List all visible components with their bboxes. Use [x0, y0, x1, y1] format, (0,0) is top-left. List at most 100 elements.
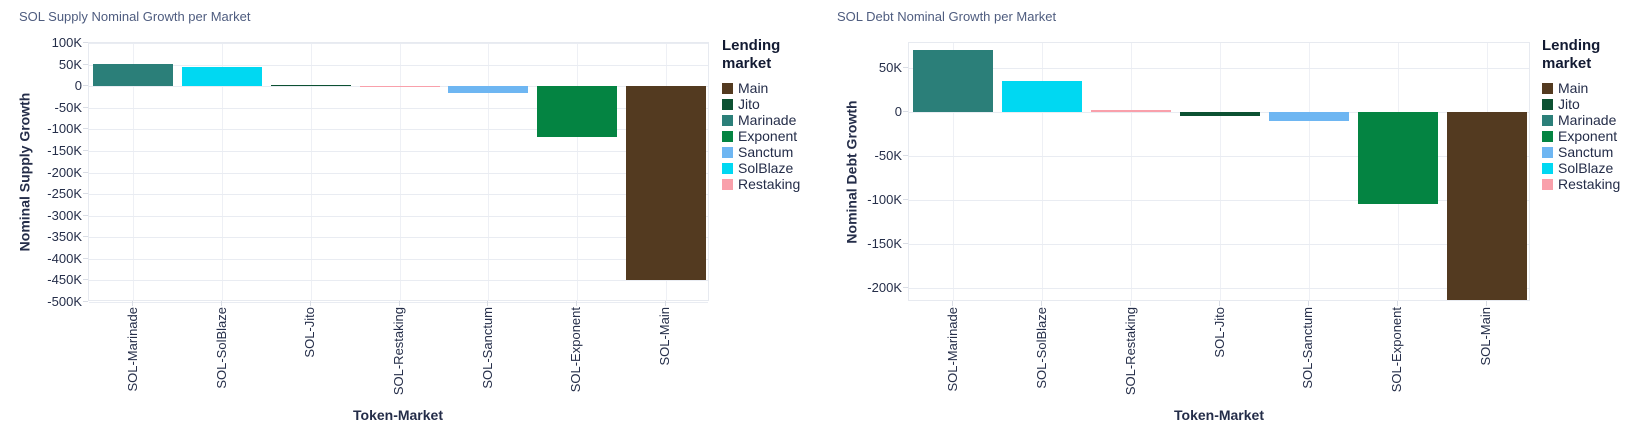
y-tick-label: 50K — [878, 59, 902, 75]
gridline-vertical — [222, 43, 224, 300]
gridline-vertical — [1131, 43, 1133, 300]
legend-item-Exponent[interactable]: Exponent — [1542, 128, 1635, 144]
x-tick-label: SOL-SolBlaze — [1033, 307, 1049, 389]
x-tick-mark — [1307, 301, 1309, 306]
x-tick-mark — [1041, 301, 1043, 306]
x-tick-label-text: SOL-Sanctum — [1300, 307, 1316, 389]
x-tick-label-text: SOL-Marinade — [124, 307, 140, 392]
legend-item-label: Exponent — [738, 128, 798, 144]
y-tick-mark — [83, 214, 88, 216]
legend-item-Main[interactable]: Main — [722, 80, 832, 96]
y-tick-mark — [903, 198, 908, 200]
y-tick-label: -50K — [874, 147, 902, 163]
bar-SOL-Main[interactable] — [1446, 111, 1527, 301]
legend-item-Restaking[interactable]: Restaking — [722, 176, 832, 192]
gridline-horizontal — [89, 64, 708, 66]
x-tick-label: SOL-Exponent — [568, 307, 584, 392]
bar-SOL-Sanctum[interactable] — [1268, 111, 1349, 121]
legend-swatch-icon — [1542, 130, 1553, 142]
bar-SOL-SolBlaze[interactable] — [1002, 80, 1083, 112]
legend-item-label: Sanctum — [1558, 144, 1614, 160]
x-tick-label: SOL-Marinade — [124, 307, 140, 392]
y-tick-mark — [83, 42, 88, 43]
y-tick-mark — [83, 279, 88, 281]
y-tick-mark — [903, 286, 908, 288]
legend-item-label: Main — [1558, 80, 1589, 96]
bar-SOL-SolBlaze[interactable] — [182, 67, 263, 87]
legend-item-Marinade[interactable]: Marinade — [1542, 112, 1635, 128]
bar-SOL-Marinade[interactable] — [93, 63, 174, 87]
y-tick-label: 0 — [894, 103, 902, 119]
y-tick-mark — [903, 110, 908, 112]
bar-SOL-Jito[interactable] — [270, 84, 351, 87]
gridline-vertical — [310, 43, 312, 300]
gridline-vertical — [1042, 43, 1044, 300]
legend-item-Sanctum[interactable]: Sanctum — [1542, 144, 1635, 160]
legend-item-SolBlaze[interactable]: SolBlaze — [722, 160, 832, 176]
bar-SOL-Restaking[interactable] — [1091, 109, 1172, 112]
bar-SOL-Exponent[interactable] — [1357, 111, 1438, 205]
legend-item-Sanctum[interactable]: Sanctum — [722, 144, 832, 160]
legend-item-Restaking[interactable]: Restaking — [1542, 176, 1635, 192]
y-tick-mark — [83, 106, 88, 108]
y-tick-mark — [83, 236, 88, 238]
x-tick-label-text: SOL-Sanctum — [479, 307, 495, 389]
y-tick-label: -100K — [47, 121, 82, 137]
legend-item-label: Marinade — [738, 112, 797, 128]
bar-SOL-Jito[interactable] — [1180, 111, 1260, 117]
x-tick-label-text: SOL-Exponent — [1389, 307, 1405, 393]
bar-SOL-Sanctum[interactable] — [448, 86, 529, 93]
legend-item-Main[interactable]: Main — [1542, 80, 1635, 96]
legend-item-Exponent[interactable]: Exponent — [722, 128, 832, 144]
x-tick-mark — [221, 301, 223, 306]
legend: Lending market Main Jito Marinade Exponent S… — [1542, 37, 1635, 192]
legend-swatch-icon — [722, 82, 733, 94]
x-tick-label-text: SOL-SolBlaze — [1033, 307, 1049, 389]
y-tick-mark — [83, 128, 88, 130]
gridline-horizontal — [89, 237, 708, 239]
x-tick-label: SOL-Exponent — [1389, 307, 1405, 392]
x-tick-label: SOL-Marinade — [944, 307, 960, 392]
legend-item-Jito[interactable]: Jito — [722, 96, 832, 112]
x-tick-mark — [952, 301, 954, 306]
y-tick-mark — [903, 66, 908, 68]
y-axis-title: Nominal Debt Growth — [843, 99, 859, 244]
legend-swatch-icon — [722, 146, 733, 158]
x-axis-title: Token-Market — [353, 407, 443, 423]
x-tick-mark — [1485, 301, 1487, 306]
legend-title-line2: market — [1542, 55, 1592, 72]
y-tick-label: 50K — [58, 56, 82, 72]
y-tick-mark — [83, 63, 88, 65]
gridline-horizontal — [89, 172, 708, 174]
x-tick-mark — [664, 301, 666, 306]
legend-title-line1: Lending — [1542, 37, 1601, 54]
bar-SOL-Exponent[interactable] — [536, 86, 617, 138]
bar-SOL-Marinade[interactable] — [913, 50, 994, 112]
x-tick-label-text: SOL-Restaking — [391, 307, 406, 396]
gridline-horizontal — [89, 129, 708, 131]
y-tick-label: -50K — [54, 99, 82, 115]
legend-item-SolBlaze[interactable]: SolBlaze — [1542, 160, 1635, 176]
y-tick-mark — [903, 242, 908, 244]
gridline-vertical — [1220, 43, 1221, 300]
legend-swatch-icon — [722, 178, 733, 190]
x-tick-label-text: SOL-Jito — [1211, 307, 1227, 358]
legend-item-Jito[interactable]: Jito — [1542, 96, 1635, 112]
bar-SOL-Main[interactable] — [625, 86, 706, 281]
x-tick-label: SOL-Main — [657, 307, 673, 366]
y-tick-label: -450K — [47, 272, 82, 288]
x-tick-label-text: SOL-SolBlaze — [213, 307, 229, 389]
x-tick-label: SOL-Restaking — [1122, 307, 1138, 395]
x-tick-mark — [309, 301, 311, 306]
legend-item-Marinade[interactable]: Marinade — [722, 112, 832, 128]
x-tick-mark — [132, 301, 134, 306]
x-tick-label-text: SOL-Restaking — [1122, 307, 1138, 396]
legend-items: Main Jito Marinade Exponent Sanctum SolBlaze R… — [722, 80, 832, 192]
gridline-horizontal — [89, 43, 708, 44]
gridline-horizontal — [89, 215, 708, 217]
legend-item-label: Jito — [738, 96, 760, 112]
legend-swatch-icon — [1542, 178, 1553, 190]
legend-swatch-icon — [722, 114, 733, 126]
chart-title: SOL Debt Nominal Growth per Market — [837, 9, 1057, 24]
